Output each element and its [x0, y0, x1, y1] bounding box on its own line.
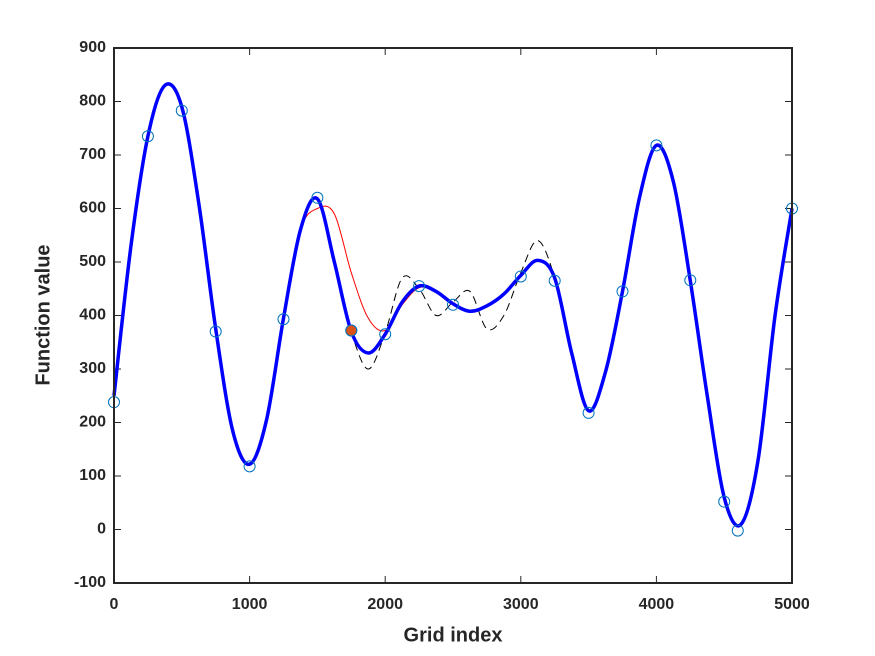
y-tick-label: 600 [79, 200, 106, 217]
marker [548, 274, 561, 287]
y-tick-label: 200 [79, 414, 106, 431]
marker [209, 325, 222, 338]
marker [311, 191, 324, 204]
marker [175, 104, 188, 117]
y-tick-label: 100 [79, 467, 106, 484]
marker [684, 274, 697, 287]
marker [447, 298, 459, 311]
x-tick-label: 3000 [503, 596, 539, 613]
x-axis-label: Grid index [404, 624, 503, 646]
marker [141, 130, 154, 143]
y-tick-label: 0 [97, 521, 106, 538]
y-tick-label: -100 [74, 574, 106, 591]
y-tick-label: 800 [79, 93, 106, 110]
y-tick-label: 500 [79, 253, 106, 270]
marker [277, 313, 290, 326]
marker [731, 524, 744, 537]
y-tick-label: 400 [79, 307, 106, 324]
marker [413, 280, 426, 293]
y-tick-label: 900 [79, 39, 106, 56]
marker [345, 324, 358, 337]
marker [379, 328, 392, 341]
x-tick-label: 0 [110, 596, 119, 613]
marker [243, 460, 256, 473]
y-tick-label: 300 [79, 360, 106, 377]
marker [514, 270, 527, 283]
line [112, 82, 794, 528]
x-tick-label: 1000 [232, 596, 268, 613]
marker [650, 139, 663, 152]
y-axis-label: Function value [32, 244, 54, 385]
plot-frame [113, 47, 793, 584]
marker [718, 495, 731, 508]
marker [582, 406, 595, 419]
marker [616, 285, 629, 298]
x-tick-label: 4000 [639, 596, 675, 613]
x-tick-label: 5000 [774, 596, 810, 613]
y-tick-label: 700 [79, 146, 106, 163]
x-tick-label: 2000 [367, 596, 403, 613]
